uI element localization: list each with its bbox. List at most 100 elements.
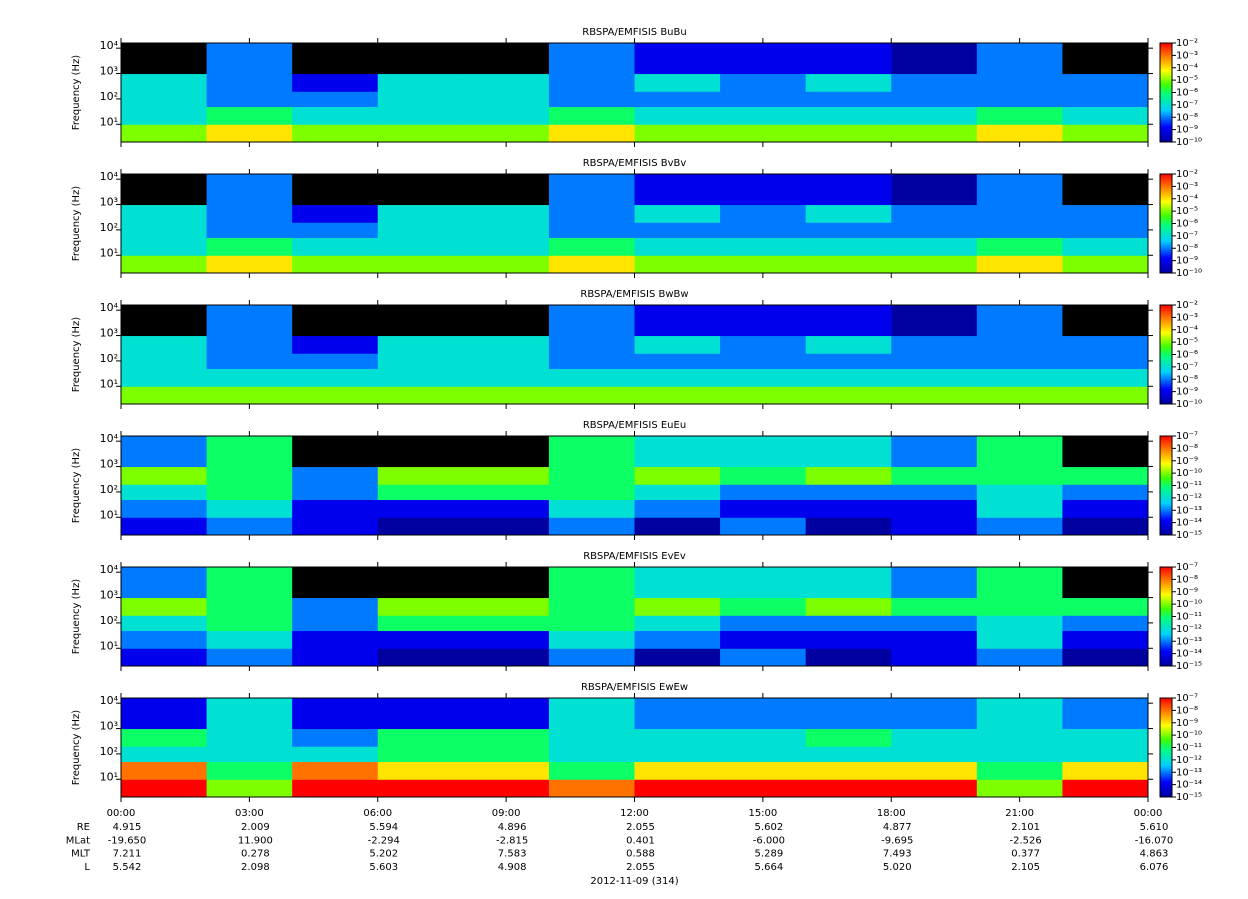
spectrogram-cell <box>634 305 721 337</box>
spectrogram-cell <box>891 353 978 370</box>
ephemeris-value: 5.602 <box>755 822 784 833</box>
spectrogram-cell <box>720 386 807 405</box>
spectrogram-cell <box>292 499 379 518</box>
spectrogram-cell <box>121 353 208 370</box>
spectrogram-cell <box>891 597 978 616</box>
spectrogram-cell <box>377 368 464 387</box>
spectrogram-cell <box>720 305 807 337</box>
spectrogram-cell <box>1062 499 1149 518</box>
spectrogram-cell <box>548 648 635 667</box>
spectrogram-cell <box>292 305 379 337</box>
ephemeris-value: 4.908 <box>498 862 527 873</box>
spectrogram-cell <box>634 368 721 387</box>
spectrogram-cell <box>805 386 892 405</box>
spectrogram-cell <box>720 630 807 649</box>
spectrogram-cell <box>891 761 978 780</box>
spectrogram-cell <box>463 124 550 143</box>
ephemeris-value: 4.863 <box>1140 849 1169 860</box>
spectrogram-cell <box>1062 779 1149 798</box>
spectrogram-cell <box>805 436 892 468</box>
spectrogram-cell <box>720 335 807 354</box>
spectrogram-cell <box>891 698 978 730</box>
spectrogram-cell <box>377 255 464 274</box>
spectrogram-cell <box>206 335 293 354</box>
spectrogram-cell <box>634 615 721 632</box>
spectrogram-cell <box>548 779 635 798</box>
spectrogram-cell <box>121 124 208 143</box>
ephemeris-value: 2.105 <box>1011 862 1040 873</box>
ephemeris-value: 4.896 <box>498 822 527 833</box>
colorbar-tick-label: 10⁻⁸ <box>1176 243 1198 254</box>
spectrogram-cell <box>292 630 379 649</box>
spectrogram-cell <box>805 255 892 274</box>
spectrogram-cell <box>206 728 293 747</box>
spectrogram-cell <box>891 779 978 798</box>
y-axis-label: Frequency (Hz) <box>71 710 82 786</box>
spectrogram-cell <box>1062 761 1149 780</box>
spectrogram-cell <box>377 761 464 780</box>
spectrogram-cell <box>891 73 978 92</box>
spectrogram-cell <box>720 368 807 387</box>
spectrogram-cell <box>1062 204 1149 223</box>
ephemeris-value: -19.650 <box>108 835 147 846</box>
ephemeris-value: 0.377 <box>1011 849 1040 860</box>
spectrogram-cell <box>463 353 550 370</box>
spectrogram-cell <box>720 255 807 274</box>
colorbar <box>1159 566 1173 667</box>
spectrogram-cell <box>377 466 464 485</box>
ephemeris-value: 11.900 <box>238 835 273 846</box>
spectrogram-cell <box>121 237 208 256</box>
spectrogram-cell <box>634 597 721 616</box>
spectrogram-cell <box>377 43 464 75</box>
spectrogram-cell <box>121 73 208 92</box>
spectrogram-cell <box>377 204 464 223</box>
colorbar-tick-label: 10⁻⁸ <box>1176 574 1198 585</box>
ephemeris-value: 4.877 <box>883 822 912 833</box>
spectrogram-cell <box>377 386 464 405</box>
spectrogram-cell <box>805 466 892 485</box>
colorbar-tick-label: 10⁻⁹ <box>1176 587 1198 598</box>
spectrogram-cell <box>891 615 978 632</box>
spectrogram-cell <box>206 43 293 75</box>
spectrogram-cell <box>720 106 807 125</box>
spectrogram-cell <box>634 335 721 354</box>
spectrogram-cell <box>805 237 892 256</box>
spectrogram-cell <box>976 517 1063 536</box>
colorbar-tick-label: 10⁻⁹ <box>1176 125 1198 136</box>
spectrogram-cell <box>463 499 550 518</box>
spectrogram-cell <box>121 466 208 485</box>
spectrogram-cell <box>891 305 978 337</box>
spectrogram-cell <box>1062 237 1149 256</box>
spectrogram-cell <box>377 222 464 239</box>
x-axis-label: 2012-11-09 (314) <box>590 876 678 887</box>
colorbar <box>1159 42 1173 143</box>
spectrogram-cell <box>891 43 978 75</box>
spectrogram-cell <box>292 517 379 536</box>
spectrogram-cell <box>206 305 293 337</box>
colorbar-tick-label: 10⁻¹⁰ <box>1176 137 1202 148</box>
colorbar-tick-label: 10⁻¹¹ <box>1176 612 1202 623</box>
spectrogram-cell <box>121 43 208 75</box>
spectrogram-cell <box>377 335 464 354</box>
spectrogram-cell <box>720 517 807 536</box>
spectrogram-cell <box>292 73 379 92</box>
spectrogram-cell <box>121 305 208 337</box>
spectrogram-cell <box>720 204 807 223</box>
spectrogram-cell <box>292 353 379 370</box>
spectrogram-cell <box>1062 484 1149 501</box>
spectrogram-cell <box>634 386 721 405</box>
spectrogram-cell <box>292 436 379 468</box>
ephemeris-value: 2.098 <box>241 862 270 873</box>
ephemeris-value: 2.055 <box>626 862 655 873</box>
spectrogram-cell <box>548 597 635 616</box>
y-axis-label: Frequency (Hz) <box>71 317 82 393</box>
spectrogram-cell <box>206 484 293 501</box>
spectrogram-cell <box>720 728 807 747</box>
ephemeris-value: 2.101 <box>1011 822 1040 833</box>
spectrogram-cell <box>891 517 978 536</box>
colorbar-tick-label: 10⁻¹² <box>1176 755 1202 766</box>
spectrogram-cell <box>1062 124 1149 143</box>
spectrogram-cell <box>377 106 464 125</box>
y-tick-label: 10¹ <box>100 639 118 652</box>
spectrogram-cell <box>121 255 208 274</box>
